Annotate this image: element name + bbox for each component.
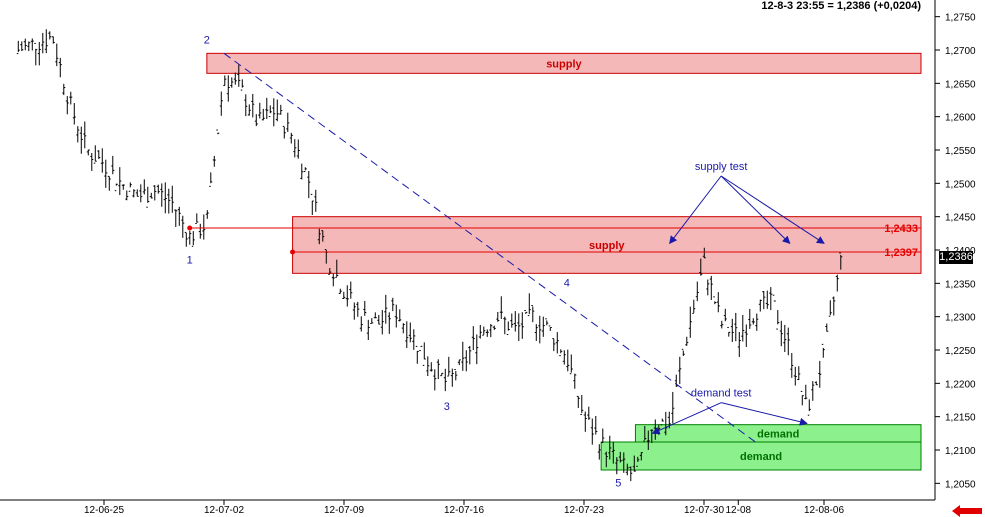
wave-label: 1 — [187, 254, 193, 266]
annotation-arrow — [651, 402, 722, 435]
y-tick-label: 1,2650 — [945, 79, 976, 90]
supply-zone-label: supply — [546, 58, 582, 70]
y-tick-label: 1,2550 — [945, 146, 976, 157]
level-label: 1,2397 — [884, 247, 918, 259]
last-price-tag: 1,2386 — [939, 251, 973, 264]
x-tick-label: 12-07-16 — [444, 505, 484, 516]
level-label: 1,2433 — [884, 223, 918, 235]
y-tick-label: 1,2150 — [945, 413, 976, 424]
y-tick-label: 1,2600 — [945, 113, 976, 124]
quote-header: 12-8-3 23:55 = 1,2386 (+0,0204) — [761, 0, 921, 12]
y-tick-label: 1,2200 — [945, 379, 976, 390]
supply-zone — [292, 216, 922, 274]
y-tick-label: 1,2500 — [945, 179, 976, 190]
annotation-text: demand test — [691, 388, 752, 400]
x-tick-label: 12-07-23 — [564, 505, 604, 516]
annotation-arrow — [721, 402, 808, 426]
demand-zone-label: demand — [757, 428, 799, 440]
wave-label: 4 — [564, 278, 570, 290]
x-tick-label: 12-08-06 — [804, 505, 844, 516]
y-tick-label: 1,2050 — [945, 479, 976, 490]
y-tick-label: 1,2700 — [945, 46, 976, 57]
annotation-arrow — [720, 175, 825, 244]
x-tick-label: 12-07-02 — [204, 505, 244, 516]
x-tick-label: 12-06-25 — [84, 505, 124, 516]
trendline — [223, 52, 756, 443]
y-tick-label: 1,2350 — [945, 279, 976, 290]
x-tick-label: 12-08 — [725, 505, 751, 516]
x-tick-label: 12-07-30 — [684, 505, 724, 516]
y-tick-label: 1,2450 — [945, 213, 976, 224]
supply-zone — [206, 52, 922, 74]
annotation-arrow — [720, 175, 791, 245]
y-tick-label: 1,2100 — [945, 446, 976, 457]
level-marker — [290, 249, 296, 255]
y-tick-label: 1,2250 — [945, 346, 976, 357]
demand-zone-label: demand — [740, 451, 782, 463]
wave-label: 5 — [615, 478, 621, 490]
annotation-text: supply test — [695, 161, 748, 173]
demand-zone — [600, 441, 922, 471]
wave-label: 3 — [444, 401, 450, 413]
y-tick-label: 1,2750 — [945, 13, 976, 24]
x-tick-label: 12-07-09 — [324, 505, 364, 516]
annotation-arrow — [669, 175, 722, 245]
y-tick-label: 1,2300 — [945, 313, 976, 324]
wave-label: 2 — [204, 34, 210, 46]
supply-zone-label: supply — [589, 240, 625, 252]
scroll-arrow-icon — [952, 505, 982, 517]
level-marker — [187, 225, 193, 231]
